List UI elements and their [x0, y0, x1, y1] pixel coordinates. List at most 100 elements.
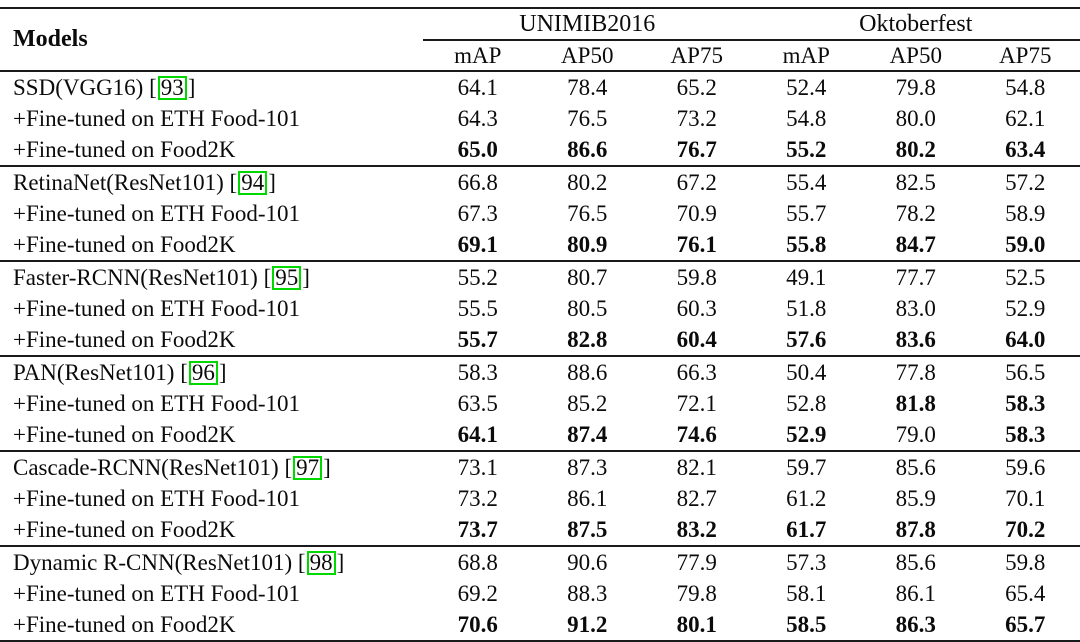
metric-value: 55.2: [786, 136, 827, 162]
metric-value: 90.6: [567, 549, 608, 575]
metric-value: 85.9: [895, 485, 936, 511]
metric-value: 61.7: [786, 516, 827, 542]
metric-value: 86.1: [895, 580, 936, 606]
table-row: Dynamic R-CNN(ResNet101) [98] 68.8 90.6 77.…: [0, 546, 1080, 578]
metric-value: 57.2: [1005, 169, 1046, 195]
metric-value: 82.1: [676, 454, 717, 480]
table-header: Models UNIMIB2016 Oktoberfest mAP AP50 A…: [0, 8, 1080, 71]
metric-value: 65.4: [1005, 580, 1046, 606]
model-section: PAN(ResNet101) [96] 58.3 88.6 66.3 50.4 77.8 5…: [0, 356, 1080, 451]
metric-value: 73.2: [457, 485, 498, 511]
metric-value: 63.4: [1005, 136, 1046, 162]
citation-link[interactable]: 97: [293, 455, 323, 480]
metric-value: 59.8: [1005, 549, 1046, 575]
metric-value: 59.8: [676, 264, 717, 290]
group-header-oktoberfest: Oktoberfest: [751, 8, 1080, 41]
metric-value: 54.8: [786, 105, 827, 131]
metric-value: 55.8: [786, 231, 827, 257]
citation-link[interactable]: 98: [306, 550, 336, 575]
model-name: +Fine-tuned on ETH Food-101: [13, 390, 301, 416]
metric-value: 58.5: [786, 611, 827, 637]
citation-link[interactable]: 93: [157, 75, 187, 100]
citation-link[interactable]: 96: [188, 360, 218, 385]
metric-value: 82.5: [895, 169, 936, 195]
metric-value: 63.5: [457, 390, 498, 416]
metric-value: 64.1: [457, 421, 498, 447]
metric-value: 59.7: [786, 454, 827, 480]
table-row: +Fine-tuned on ETH Food-101 55.5 80.5 60.3 5…: [0, 293, 1080, 324]
metric-value: 70.6: [457, 611, 498, 637]
metric-header-row: mAP AP50 AP75 mAP AP50 AP75: [0, 40, 1080, 71]
metric-value: 67.3: [457, 200, 498, 226]
metric-value: 83.6: [895, 326, 936, 352]
model-name: +Fine-tuned on Food2K: [13, 421, 236, 447]
citation-link[interactable]: 95: [272, 265, 302, 290]
metric-value: 52.5: [1005, 264, 1046, 290]
metric-value: 76.5: [567, 200, 608, 226]
model-section: Faster-RCNN(ResNet101) [95] 55.2 80.7 59.8 4…: [0, 261, 1080, 356]
metric-value: 67.2: [676, 169, 717, 195]
column-header-ap75: AP75: [670, 42, 723, 68]
model-name: +Fine-tuned on ETH Food-101: [13, 485, 301, 511]
metric-value: 62.1: [1005, 105, 1046, 131]
metric-value: 58.1: [786, 580, 827, 606]
table-row: SSD(VGG16) [93] 64.1 78.4 65.2 52.4 79.8 54.8: [0, 71, 1080, 103]
model-name: +Fine-tuned on Food2K: [13, 136, 236, 162]
column-header-map: mAP: [782, 42, 830, 68]
metric-value: 52.4: [786, 74, 827, 100]
model-name: +Fine-tuned on ETH Food-101: [13, 295, 301, 321]
metric-value: 80.5: [567, 295, 608, 321]
metric-value: 76.5: [567, 105, 608, 131]
metric-value: 82.8: [567, 326, 608, 352]
model-name: Faster-RCNN(ResNet101) [95]: [13, 264, 310, 290]
metric-value: 79.8: [895, 74, 936, 100]
metric-value: 69.2: [457, 580, 498, 606]
table-row: Cascade-RCNN(ResNet101) [97] 73.1 87.3 82.1…: [0, 451, 1080, 483]
metric-value: 58.3: [1005, 421, 1046, 447]
metric-value: 65.7: [1005, 611, 1046, 637]
results-table: Models UNIMIB2016 Oktoberfest mAP AP50 A…: [0, 7, 1080, 642]
metric-value: 52.9: [786, 421, 827, 447]
metric-value: 61.2: [786, 485, 827, 511]
column-header-ap50: AP50: [561, 42, 614, 68]
metric-value: 80.7: [567, 264, 608, 290]
metric-value: 49.1: [786, 264, 827, 290]
table-row: +Fine-tuned on ETH Food-101 63.5 85.2 72.1 5…: [0, 388, 1080, 419]
group-header-row: Models UNIMIB2016 Oktoberfest: [0, 8, 1080, 52]
metric-value: 59.0: [1005, 231, 1046, 257]
metric-value: 85.6: [895, 549, 936, 575]
metric-value: 86.1: [567, 485, 608, 511]
metric-value: 81.8: [895, 390, 936, 416]
column-header-ap50: AP50: [889, 42, 942, 68]
metric-value: 88.3: [567, 580, 608, 606]
metric-value: 86.6: [567, 136, 608, 162]
metric-value: 86.3: [895, 611, 936, 637]
table-row: RetinaNet(ResNet101) [94] 66.8 80.2 67.2 55.…: [0, 166, 1080, 198]
metric-value: 55.7: [786, 200, 827, 226]
metric-value: 73.2: [676, 105, 717, 131]
metric-value: 66.8: [457, 169, 498, 195]
metric-value: 76.1: [676, 231, 717, 257]
metric-value: 54.8: [1005, 74, 1046, 100]
model-name: PAN(ResNet101) [96]: [13, 359, 227, 385]
model-section: Cascade-RCNN(ResNet101) [97] 73.1 87.3 82.1…: [0, 451, 1080, 546]
metric-value: 73.7: [457, 516, 498, 542]
citation-link[interactable]: 94: [238, 170, 268, 195]
metric-value: 83.2: [676, 516, 717, 542]
metric-value: 78.2: [895, 200, 936, 226]
table-row: +Fine-tuned on Food2K 64.1 87.4 74.6 52.9 79.…: [0, 419, 1080, 451]
metric-value: 80.0: [895, 105, 936, 131]
model-section: SSD(VGG16) [93] 64.1 78.4 65.2 52.4 79.8 54.8 +…: [0, 71, 1080, 166]
table-row: +Fine-tuned on ETH Food-101 67.3 76.5 70.9 5…: [0, 198, 1080, 229]
metric-value: 87.3: [567, 454, 608, 480]
table-row: +Fine-tuned on ETH Food-101 64.3 76.5 73.2 5…: [0, 103, 1080, 134]
table-row: +Fine-tuned on ETH Food-101 73.2 86.1 82.7 6…: [0, 483, 1080, 514]
model-name: +Fine-tuned on ETH Food-101: [13, 580, 301, 606]
models-column-header: Models: [13, 26, 88, 52]
model-name: SSD(VGG16) [93]: [13, 74, 196, 100]
metric-value: 79.0: [895, 421, 936, 447]
metric-value: 85.6: [895, 454, 936, 480]
table-row: +Fine-tuned on Food2K 65.0 86.6 76.7 55.2 80.…: [0, 134, 1080, 166]
model-name: +Fine-tuned on ETH Food-101: [13, 105, 301, 131]
metric-value: 85.2: [567, 390, 608, 416]
